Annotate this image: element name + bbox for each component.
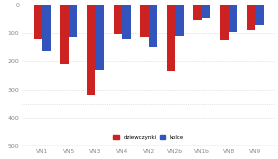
Bar — [247, 5, 255, 30]
Bar — [122, 5, 131, 39]
Bar — [193, 5, 202, 20]
Bar — [140, 5, 149, 37]
Bar — [34, 5, 42, 39]
Bar — [114, 5, 122, 35]
Bar — [167, 5, 175, 71]
Bar — [60, 5, 69, 64]
Bar — [255, 5, 264, 25]
Bar — [220, 5, 229, 40]
Bar — [96, 5, 104, 70]
Legend: dziewczynki, kolce: dziewczynki, kolce — [113, 135, 185, 141]
Bar — [149, 5, 157, 47]
Bar — [69, 5, 77, 37]
Bar — [42, 5, 51, 52]
Bar — [87, 5, 96, 95]
Bar — [202, 5, 210, 17]
Bar — [175, 5, 184, 36]
Bar — [229, 5, 237, 32]
